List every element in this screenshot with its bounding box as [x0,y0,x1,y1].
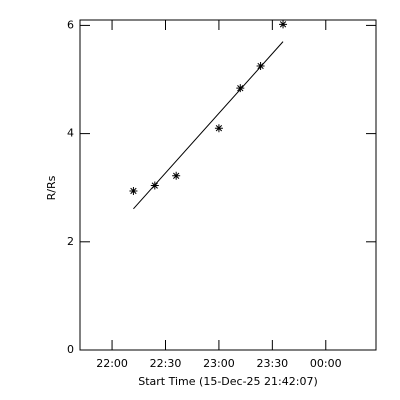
data-point [236,84,245,93]
x-axis-label: Start Time (15-Dec-25 21:42:07) [138,375,318,388]
fit-line [133,41,284,210]
y-tick-label: 2 [67,235,74,248]
x-tick-label: 23:30 [256,357,288,370]
data-point [279,20,288,29]
plot-frame [79,19,377,351]
y-tick-label: 6 [67,18,74,31]
x-tick-label: 00:00 [310,357,342,370]
y-tick-label: 4 [67,127,74,140]
data-point [214,124,223,133]
data-point [129,186,138,195]
x-tick-label: 23:00 [203,357,235,370]
x-tick-label: 22:30 [150,357,182,370]
data-point [172,171,181,180]
x-tick-label: 22:00 [96,357,128,370]
y-tick-label: 0 [67,343,74,356]
y-axis-label: R/Rs [45,175,58,200]
